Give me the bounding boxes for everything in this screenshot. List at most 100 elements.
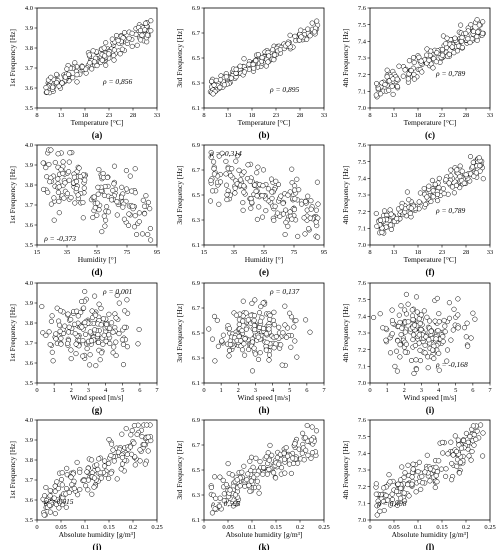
y-tick-label: 7.1 [358, 226, 366, 233]
scatter-point [68, 195, 74, 201]
scatter-point [280, 200, 286, 206]
scatter-point [217, 474, 223, 480]
scatter-point [71, 174, 77, 180]
x-tick-label: 0.25 [484, 524, 495, 531]
scatter-point [288, 470, 294, 476]
scatter-point [439, 47, 445, 53]
scatter-point [131, 224, 138, 230]
scatter-point [211, 166, 217, 172]
scatter-point [209, 336, 216, 342]
scatter-point [386, 87, 392, 93]
scatter-point [264, 339, 270, 345]
scatter-point [223, 171, 229, 177]
scatter-point [55, 151, 61, 157]
scatter-point [291, 207, 297, 213]
scatter-point [422, 342, 428, 348]
scatter-point [138, 37, 144, 43]
scatter-point [258, 304, 264, 310]
scatter-point [285, 41, 291, 47]
scatter-point [398, 332, 404, 338]
panel-letter: (h) [259, 405, 270, 415]
scatter-point [139, 32, 145, 38]
scatter-point [443, 473, 449, 479]
scatter-point [56, 184, 62, 190]
scatter-point [47, 502, 53, 508]
scatter-point [257, 318, 263, 324]
scatter-point [433, 464, 439, 470]
y-tick-label: 7.4 [358, 39, 367, 46]
scatter-point [143, 193, 149, 199]
correlation-label: ρ = 0,001 [102, 287, 132, 296]
scatter-point [240, 207, 246, 213]
scatter-point [308, 437, 315, 443]
y-tick-label: 6.5 [192, 330, 200, 337]
scatter-point [469, 448, 475, 455]
y-tick-label: 3.9 [25, 162, 33, 169]
panel-i: 0 1 2 3 4 5 6 7 7.0 7.1 7.2 7.3 7.4 7.5 7.6 Wind speed … [341, 280, 492, 415]
x-tick-label: 35 [231, 249, 238, 256]
scatter-point [143, 20, 149, 26]
scatter-point [207, 198, 214, 204]
y-tick-label: 7.6 [358, 5, 367, 12]
scatter-point [250, 464, 256, 470]
x-tick-label: 6 [471, 387, 475, 394]
scatter-point [88, 338, 95, 344]
y-tick-label: 7.4 [358, 176, 367, 183]
scatter-point [467, 154, 474, 160]
panel-letter: (d) [92, 267, 103, 277]
scatter-point [421, 308, 427, 314]
y-tick-label: 7.0 [358, 380, 366, 387]
scatter-point [103, 338, 109, 344]
scatter-point [303, 317, 309, 323]
scatter-point [416, 54, 422, 60]
x-tick-label: 0.15 [270, 524, 281, 531]
scatter-point [411, 370, 417, 377]
y-axis-label: 4th Frequency [Hz] [341, 166, 350, 225]
scatter-point [111, 181, 117, 187]
scatter-point [120, 362, 127, 368]
scatter-point [313, 428, 320, 434]
y-tick-label: 4.0 [25, 142, 33, 149]
scatter-point [85, 487, 91, 493]
scatter-point [426, 57, 432, 63]
scatter-point [79, 64, 85, 70]
scatter-point [446, 315, 453, 321]
scatter-point [240, 200, 246, 206]
scatter-point [461, 325, 468, 331]
scatter-point [131, 440, 137, 446]
scatter-point [411, 59, 417, 66]
scatter-point [208, 149, 214, 156]
scatter-point [58, 335, 64, 341]
scatter-point [42, 493, 48, 499]
scatter-point [407, 210, 413, 216]
x-tick-label: 28 [297, 112, 304, 119]
plot-frame [36, 419, 158, 521]
scatter-point [55, 189, 61, 195]
scatter-point [259, 55, 265, 61]
scatter-point [68, 356, 74, 362]
scatter-point [383, 492, 389, 499]
scatter-point [432, 181, 438, 187]
y-tick-label: 3.8 [25, 45, 33, 52]
y-tick-label: 7.3 [358, 55, 366, 62]
scatter-point [433, 473, 439, 479]
scatter-point [62, 180, 68, 186]
panel-d: 15 35 55 75 95 3.5 3.6 3.7 3.8 3.9 4.0 Humidity [°]… [8, 142, 160, 277]
scatter-point [439, 439, 445, 445]
scatter-point [57, 308, 64, 314]
scatter-point [398, 303, 404, 309]
scatter-point [102, 458, 108, 464]
scatter-point [266, 326, 272, 332]
y-tick-label: 6.9 [192, 142, 200, 149]
scatter-point [480, 430, 486, 436]
scatter-point [52, 511, 58, 517]
scatter-point [408, 67, 414, 74]
scatter-point [389, 331, 395, 337]
correlation-label: ρ = -0,373 [43, 234, 76, 243]
scatter-point [47, 509, 53, 515]
x-tick-label: 95 [154, 249, 161, 256]
scatter-point [101, 192, 107, 198]
scatter-point [428, 48, 434, 54]
scatter-point [473, 436, 479, 442]
scatter-point [236, 167, 242, 173]
